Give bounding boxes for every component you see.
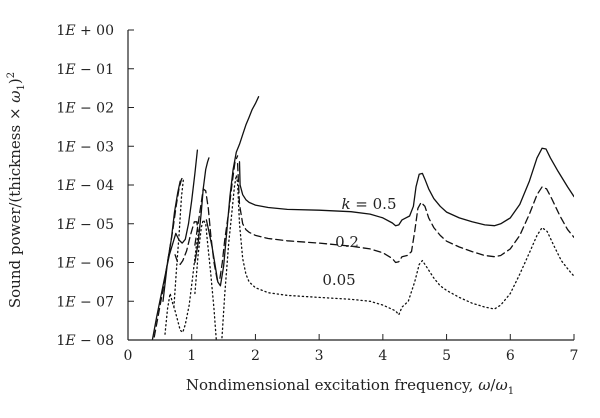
y-tick-label: 1E − 04 bbox=[56, 178, 114, 194]
y-tick-label: 1E + 00 bbox=[56, 23, 114, 39]
y-tick-label: 1E − 01 bbox=[56, 62, 114, 78]
y-tick-label: 1E − 03 bbox=[56, 139, 114, 155]
x-tick-label: 2 bbox=[251, 348, 260, 364]
curve-label: k = 0.5 bbox=[341, 195, 396, 213]
ticks: 0 1 2 3 4 5 6 7 1E + 00 1E − 01 1E − 02 1E − 03 1E −… bbox=[56, 23, 578, 364]
x-tick-label: 6 bbox=[506, 348, 515, 364]
x-tick-label: 1 bbox=[187, 348, 196, 364]
y-tick-label: 1E − 06 bbox=[56, 256, 114, 272]
x-tick-label: 4 bbox=[378, 348, 387, 364]
series-line-dashed bbox=[153, 155, 574, 340]
y-tick-label: 1E − 08 bbox=[56, 333, 114, 349]
x-tick-label: 7 bbox=[570, 348, 579, 364]
y-tick-label: 1E − 05 bbox=[56, 217, 114, 233]
curve-label: 0.05 bbox=[322, 271, 355, 289]
series-line-dotted bbox=[164, 174, 574, 340]
x-tick-label: 5 bbox=[442, 348, 451, 364]
y-axis-title: Sound power/(thickness × ω1)2 bbox=[6, 72, 27, 308]
curve-label: 0.2 bbox=[335, 233, 359, 251]
x-axis-title: Nondimensional excitation frequency, ω/ω… bbox=[186, 376, 514, 397]
y-tick-label: 1E − 07 bbox=[56, 294, 114, 310]
x-tick-label: 0 bbox=[124, 348, 133, 364]
annotations: k = 0.5 0.2 0.05 bbox=[322, 195, 396, 289]
y-tick-label: 1E − 02 bbox=[56, 101, 114, 117]
plot-lines bbox=[151, 96, 574, 340]
x-tick-label: 3 bbox=[315, 348, 324, 364]
